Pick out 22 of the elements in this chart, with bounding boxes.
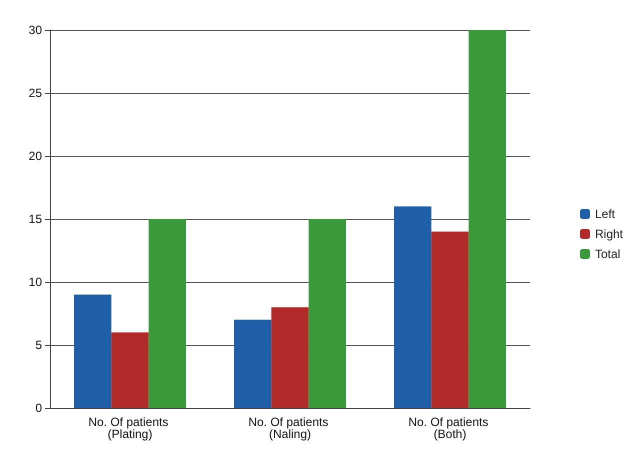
bar <box>431 232 469 408</box>
y-tick-label: 25 <box>28 86 42 100</box>
bar <box>394 206 432 408</box>
y-tick-label: 0 <box>35 401 42 415</box>
bar <box>234 320 272 408</box>
bar <box>271 307 309 408</box>
bar <box>148 219 186 408</box>
y-tick-label: 5 <box>35 338 42 352</box>
bar <box>308 219 346 408</box>
legend-label: Right <box>594 227 624 241</box>
x-tick-label: No. Of patients (Naling) <box>248 415 332 441</box>
legend-label: Total <box>594 247 620 261</box>
legend-label: Left <box>594 207 616 221</box>
y-tick-label: 30 <box>28 23 42 37</box>
x-tick-label: No. Of patients (Both) <box>408 415 492 441</box>
bar <box>111 332 149 408</box>
y-tick-label: 15 <box>28 212 42 226</box>
bar <box>74 294 112 408</box>
x-tick-label: No. Of patients (Plating) <box>88 415 172 441</box>
y-tick-label: 20 <box>28 149 42 163</box>
y-tick-label: 10 <box>28 275 42 289</box>
bar <box>468 30 506 408</box>
